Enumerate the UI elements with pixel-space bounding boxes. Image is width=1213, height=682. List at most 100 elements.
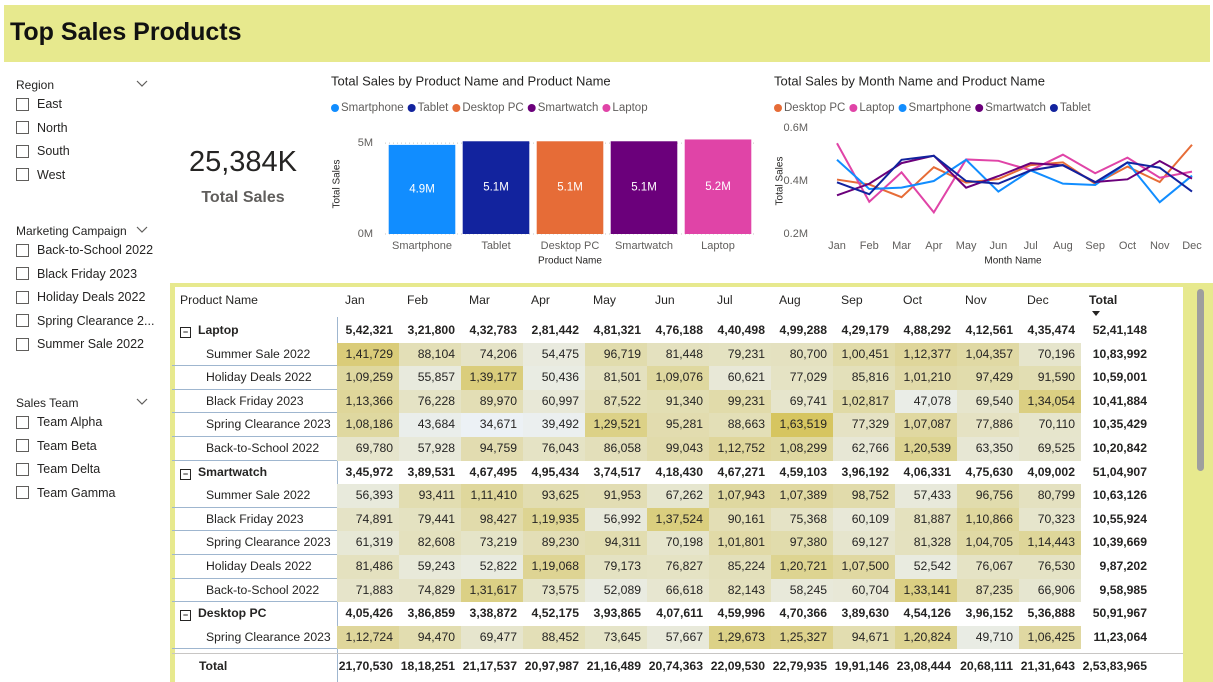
cell-value: 57,928: [399, 437, 461, 461]
column-header[interactable]: Dec: [1027, 293, 1049, 307]
slicer-item[interactable]: North: [16, 121, 68, 135]
cell-value: 4,32,783: [469, 323, 517, 337]
cell-value: 52,41,148: [1092, 323, 1147, 337]
cell-value: 21,16,489: [586, 659, 641, 673]
slicer-chevron[interactable]: [136, 394, 148, 406]
y-tick-label: 0M: [358, 228, 373, 240]
cell-value: 66,618: [647, 578, 709, 603]
bar: [388, 144, 456, 234]
cell-value: 74,891: [337, 507, 399, 532]
checkbox[interactable]: [16, 439, 29, 452]
cell-value: 10,35,429: [1092, 417, 1147, 432]
bar: [536, 141, 604, 234]
checkbox[interactable]: [16, 486, 29, 499]
column-header[interactable]: May: [593, 293, 617, 307]
slicer-item[interactable]: Team Beta: [16, 439, 97, 453]
expand-toggle[interactable]: −: [180, 610, 191, 622]
checkbox[interactable]: [16, 415, 29, 429]
checkbox[interactable]: [16, 314, 29, 327]
legend-marker: [898, 104, 907, 112]
column-header[interactable]: Feb: [407, 293, 429, 307]
slicer-item[interactable]: West: [16, 168, 65, 182]
column-header[interactable]: Nov: [965, 293, 987, 307]
y-tick-label: 5M: [358, 137, 373, 149]
slicer-item-label: Summer Sale 2022: [37, 337, 145, 351]
row-label: Black Friday 2023: [172, 390, 337, 414]
column-header[interactable]: Sep: [841, 293, 863, 307]
column-header[interactable]: Jan: [345, 293, 365, 307]
column-header[interactable]: Product Name: [180, 293, 258, 307]
column-header[interactable]: Oct: [903, 293, 922, 307]
x-tick-label: Tablet: [481, 240, 510, 252]
slicer-item[interactable]: South: [16, 144, 70, 158]
cell-value: 4,67,495: [469, 464, 517, 479]
line-series: [836, 142, 1193, 215]
cell-value: 75,368: [771, 507, 833, 532]
slicer-item[interactable]: East: [16, 97, 62, 111]
cell-value: 74,829: [399, 578, 461, 603]
x-axis-title: Product Name: [538, 256, 602, 267]
cell-value: 97,380: [771, 531, 833, 555]
cell-value: 55,857: [399, 366, 461, 390]
slicer-item[interactable]: Back-to-School 2022: [16, 243, 153, 257]
cell-value: 82,143: [709, 578, 771, 603]
scrollbar[interactable]: [1197, 289, 1204, 471]
chevron-icon: [136, 398, 148, 405]
cell-value: 20,74,363: [648, 659, 703, 673]
column-header[interactable]: Total: [1089, 293, 1118, 307]
cell-value: 96,719: [585, 342, 647, 367]
cell-value: 5,42,321: [345, 323, 393, 337]
cell-value: 9,87,202: [1099, 559, 1147, 573]
column-header[interactable]: Jul: [717, 293, 733, 307]
cell-value: 1,39,177: [461, 366, 523, 390]
cell-value: 87,522: [585, 389, 647, 414]
slicer-item[interactable]: Team Alpha: [16, 415, 102, 429]
cell-value: 70,196: [1019, 342, 1081, 367]
slicer-item[interactable]: Black Friday 2023: [16, 267, 137, 281]
cell-value: 95,281: [647, 413, 709, 437]
checkbox[interactable]: [16, 290, 29, 304]
checkbox[interactable]: [16, 121, 29, 134]
slicer-item[interactable]: Team Delta: [16, 462, 100, 476]
chart-title: Total Sales by Product Name and Product …: [331, 73, 611, 88]
checkbox[interactable]: [16, 337, 29, 351]
slicer-item[interactable]: Team Gamma: [16, 486, 116, 500]
slicer-item[interactable]: Holiday Deals 2022: [16, 290, 145, 304]
slicer-item[interactable]: Spring Clearance 2...: [16, 314, 154, 328]
slicer-item[interactable]: Summer Sale 2022: [16, 337, 144, 351]
cell-value: 1,12,724: [337, 625, 399, 650]
x-tick-label: Jan: [828, 240, 846, 252]
expand-toggle[interactable]: −: [180, 327, 191, 338]
cell-value: 3,96,152: [965, 606, 1013, 621]
column-header[interactable]: Aug: [779, 293, 801, 307]
checkbox[interactable]: [16, 168, 29, 181]
column-header[interactable]: Mar: [469, 293, 490, 307]
checkbox[interactable]: [16, 97, 29, 111]
cell-value: 59,243: [399, 555, 461, 579]
cell-value: 76,228: [399, 389, 461, 414]
matrix-table: Product Name Jan Feb Mar Apr May Jun Jul Aug Sep O…: [172, 287, 1183, 682]
checkbox[interactable]: [16, 243, 29, 257]
slicer-chevron[interactable]: [136, 222, 148, 234]
sort-arrow[interactable]: [1092, 311, 1100, 316]
cell-value: 1,13,366: [337, 389, 399, 414]
data-label: 5.1M: [631, 182, 657, 194]
column-header[interactable]: Jun: [655, 293, 675, 307]
cell-value: 1,07,389: [771, 484, 833, 508]
x-tick-label: Aug: [1053, 240, 1073, 252]
expand-toggle[interactable]: −: [180, 468, 191, 480]
cell-value: 79,441: [399, 507, 461, 532]
legend-label: Smartphone: [341, 102, 404, 114]
checkbox[interactable]: [16, 144, 29, 158]
checkbox[interactable]: [16, 462, 29, 476]
cell-value: 3,74,517: [593, 464, 641, 479]
column-header[interactable]: Apr: [531, 293, 550, 307]
checkbox[interactable]: [16, 267, 29, 280]
slicer-item-label: West: [37, 167, 66, 182]
cell-value: 4,05,426: [345, 606, 393, 621]
cell-value: 57,433: [895, 484, 957, 508]
legend-marker: [774, 104, 782, 112]
slicer-chevron[interactable]: [136, 76, 148, 88]
cell-value: 69,540: [957, 389, 1019, 414]
